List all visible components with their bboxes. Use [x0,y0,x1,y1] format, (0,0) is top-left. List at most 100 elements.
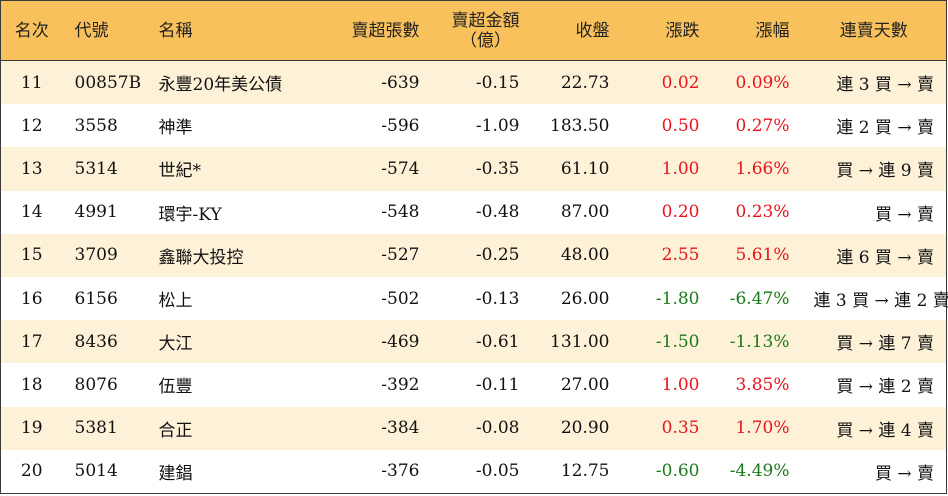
name-cell: 伍豐 [146,363,317,407]
change-pct-cell: 0.09% [711,60,802,105]
streak-cell: 買 → 賣 [801,190,947,234]
change-cell: -0.60 [621,449,712,494]
rank-cell: 18 [0,363,63,407]
change-pct-cell: -1.13% [711,320,802,364]
table-row[interactable]: 19 5381 合正 -384 -0.08 20.90 0.35 1.70% 買 → 連 4 賣 [0,406,947,450]
name-cell: 大江 [146,320,317,364]
col-header-net-sell-lots[interactable]: 賣超張數 [316,0,432,61]
net-sell-lots-cell: -548 [316,190,432,234]
change-pct-cell: 3.85% [711,363,802,407]
rank-cell: 13 [0,147,63,191]
close-cell: 61.10 [531,147,622,191]
code-cell: 8436 [62,320,147,364]
net-sell-lots-cell: -574 [316,147,432,191]
net-sell-amount-header-text: 賣超金額 （億） [452,11,520,51]
table-row[interactable]: 11 00857B 永豐20年美公債 -639 -0.15 22.73 0.02 0.09% 連… [0,60,947,105]
close-cell: 26.00 [531,276,622,321]
net-sell-lots-cell: -469 [316,320,432,364]
table-header: 名次 代號 名稱 賣超張數 賣超金額 （億） 收盤 漲跌 漲幅 連賣天數 [0,0,947,61]
close-cell: 22.73 [531,60,622,105]
net-sell-amount-cell: -0.11 [431,363,532,407]
close-cell: 12.75 [531,449,622,494]
close-cell: 27.00 [531,363,622,407]
net-sell-amount-cell: -0.35 [431,147,532,191]
code-cell: 6156 [62,276,147,321]
table-row[interactable]: 18 8076 伍豐 -392 -0.11 27.00 1.00 3.85% 買 → 連 2 賣 [0,363,947,407]
change-pct-cell: 0.23% [711,190,802,234]
streak-cell: 連 6 買 → 賣 [801,233,947,277]
net-sell-lots-cell: -527 [316,233,432,277]
change-pct-cell: -4.49% [711,449,802,494]
change-pct-cell: 0.27% [711,104,802,148]
table-row[interactable]: 20 5014 建錩 -376 -0.05 12.75 -0.60 -4.49% 買 → 賣 [0,449,947,494]
col-header-net-sell-amount[interactable]: 賣超金額 （億） [431,0,532,61]
close-cell: 87.00 [531,190,622,234]
col-header-change[interactable]: 漲跌 [621,0,712,61]
code-cell: 00857B [62,60,147,105]
rank-cell: 16 [0,276,63,321]
rank-cell: 14 [0,190,63,234]
net-sell-amount-cell: -0.13 [431,276,532,321]
name-cell: 松上 [146,276,317,321]
net-sell-lots-cell: -392 [316,363,432,407]
change-cell: -1.50 [621,320,712,364]
table-row[interactable]: 13 5314 世紀* -574 -0.35 61.10 1.00 1.66% 買 → 連 9 … [0,147,947,191]
rank-cell: 20 [0,449,63,494]
table-row[interactable]: 17 8436 大江 -469 -0.61 131.00 -1.50 -1.13% 買 → 連 … [0,320,947,364]
net-sell-amount-cell: -0.15 [431,60,532,105]
streak-cell: 連 2 買 → 賣 [801,104,947,148]
table-row[interactable]: 12 3558 神準 -596 -1.09 183.50 0.50 0.27% 連 2 買 → … [0,104,947,148]
name-cell: 環宇-KY [146,190,317,234]
net-sell-amount-header-line2: （億） [460,30,511,51]
streak-cell: 買 → 連 7 賣 [801,320,947,364]
code-cell: 8076 [62,363,147,407]
net-sell-lots-cell: -376 [316,449,432,494]
rank-cell: 15 [0,233,63,277]
code-cell: 5014 [62,449,147,494]
close-cell: 20.90 [531,406,622,450]
close-cell: 48.00 [531,233,622,277]
change-cell: 0.20 [621,190,712,234]
code-cell: 3709 [62,233,147,277]
change-cell: 1.00 [621,363,712,407]
net-sell-amount-cell: -0.61 [431,320,532,364]
table-row[interactable]: 16 6156 松上 -502 -0.13 26.00 -1.80 -6.47% 連 3 買 →… [0,276,948,321]
col-header-code[interactable]: 代號 [62,0,147,61]
streak-cell: 買 → 賣 [801,449,947,494]
code-cell: 5381 [62,406,147,450]
col-header-name[interactable]: 名稱 [146,0,317,61]
net-sell-lots-cell: -596 [316,104,432,148]
col-header-change-pct[interactable]: 漲幅 [711,0,802,61]
streak-cell: 連 3 買 → 連 2 賣 [801,276,948,321]
change-cell: 1.00 [621,147,712,191]
name-cell: 世紀* [146,147,317,191]
name-cell: 神準 [146,104,317,148]
streak-cell: 買 → 連 2 賣 [801,363,947,407]
change-cell: -1.80 [621,276,712,321]
code-cell: 5314 [62,147,147,191]
net-sell-amount-cell: -0.48 [431,190,532,234]
code-cell: 3558 [62,104,147,148]
col-header-close[interactable]: 收盤 [531,0,622,61]
close-cell: 131.00 [531,320,622,364]
change-pct-cell: 1.66% [711,147,802,191]
rank-cell: 12 [0,104,63,148]
col-header-streak[interactable]: 連賣天數 [801,0,947,61]
net-sell-amount-cell: -0.25 [431,233,532,277]
header-row: 名次 代號 名稱 賣超張數 賣超金額 （億） 收盤 漲跌 漲幅 連賣天數 [0,0,947,61]
table-row[interactable]: 15 3709 鑫聯大投控 -527 -0.25 48.00 2.55 5.61% 連 6 買 … [0,233,947,277]
name-cell: 合正 [146,406,317,450]
net-sell-amount-header-line1: 賣超金額 [451,10,520,31]
rank-cell: 17 [0,320,63,364]
name-cell: 永豐20年美公債 [146,60,317,105]
table-row[interactable]: 14 4991 環宇-KY -548 -0.48 87.00 0.20 0.23% 買 → 賣 [0,190,947,234]
close-cell: 183.50 [531,104,622,148]
change-pct-cell: 1.70% [711,406,802,450]
change-cell: 2.55 [621,233,712,277]
table-body: 11 00857B 永豐20年美公債 -639 -0.15 22.73 0.02 0.09% 連… [0,60,948,494]
net-sell-lots-cell: -502 [316,276,432,321]
net-sell-lots-cell: -639 [316,60,432,105]
net-sell-amount-cell: -0.08 [431,406,532,450]
col-header-rank[interactable]: 名次 [0,0,63,61]
